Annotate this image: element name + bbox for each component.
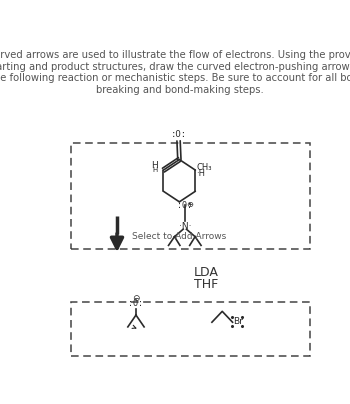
Bar	[71, 143, 309, 249]
Bar	[71, 302, 309, 356]
Text: ·N·: ·N·	[178, 222, 191, 231]
Text: H: H	[151, 161, 158, 170]
Text: :O:: :O:	[170, 130, 187, 139]
Text: Curved arrows are used to illustrate the flow of electrons. Using the provided
s: Curved arrows are used to illustrate the…	[0, 50, 350, 95]
Text: ·H: ·H	[196, 169, 205, 178]
Text: Br: Br	[234, 317, 244, 326]
Text: LDA: LDA	[194, 266, 219, 279]
Text: ⊕: ⊕	[187, 200, 194, 209]
Text: :O:: :O:	[177, 201, 192, 210]
Text: :O:: :O:	[128, 299, 143, 307]
Text: H: H	[153, 167, 158, 173]
Text: CH₃: CH₃	[196, 162, 212, 172]
Text: ⊖: ⊖	[132, 294, 140, 303]
Text: Select to Add Arrows: Select to Add Arrows	[132, 232, 226, 241]
Text: THF: THF	[194, 278, 219, 291]
